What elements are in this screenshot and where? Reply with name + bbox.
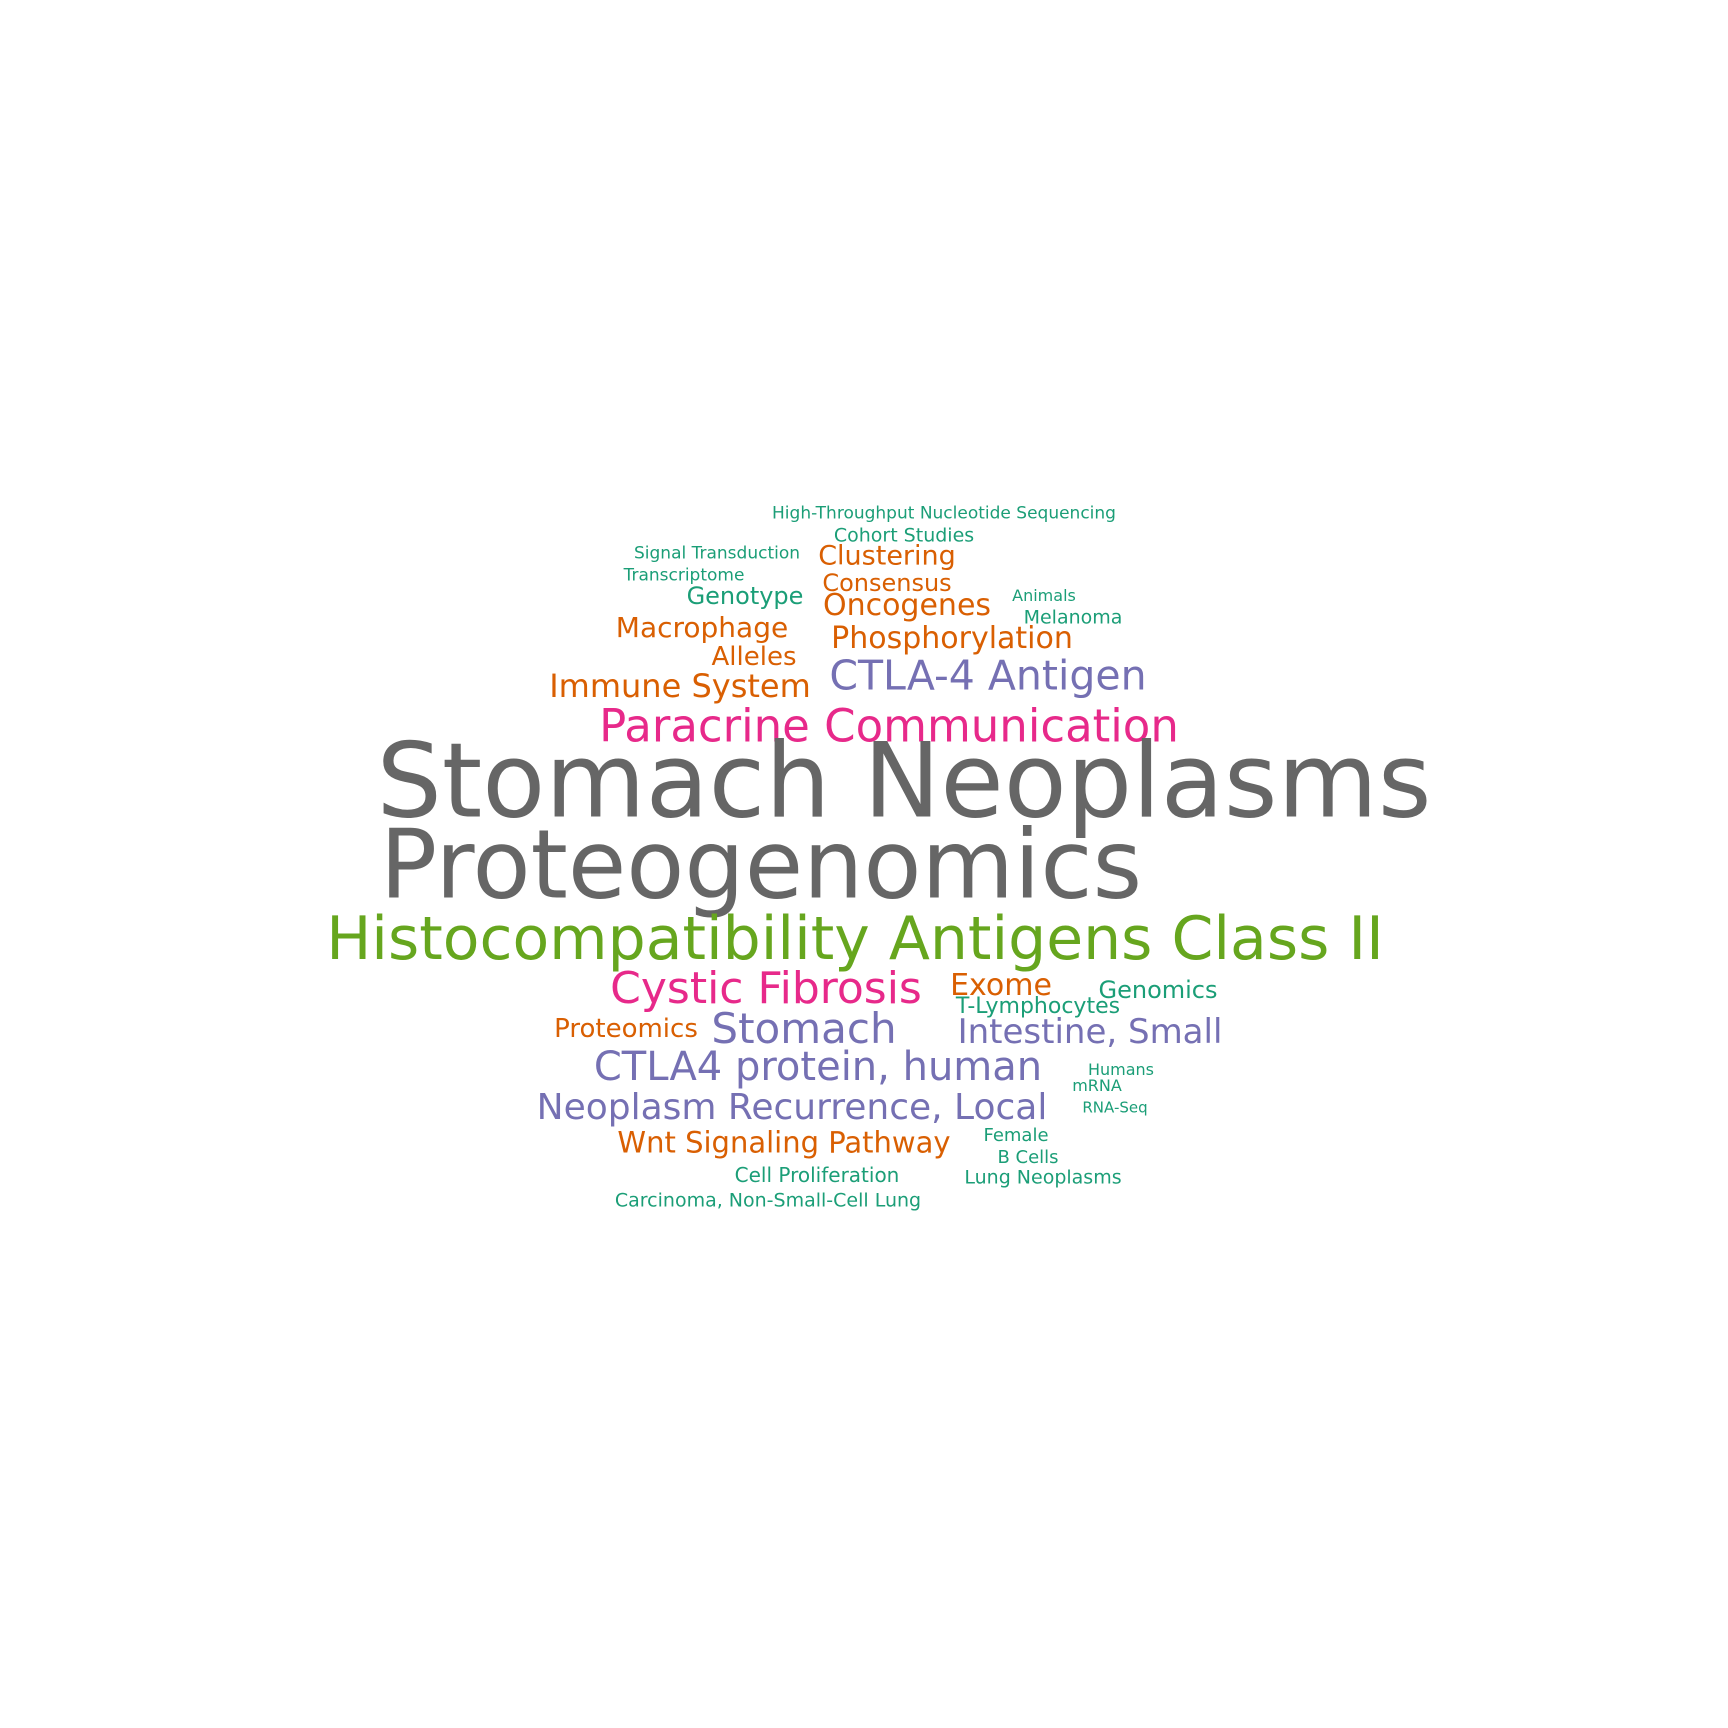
word-high-throughput-nucleotide-sequencing: High-Throughput Nucleotide Sequencing [772, 503, 1116, 524]
word-consensus: Consensus [822, 569, 952, 597]
word-genotype: Genotype [686, 582, 804, 610]
word-neoplasm-recurrence-local: Neoplasm Recurrence, Local [536, 1087, 1048, 1128]
word-genomics: Genomics [1098, 976, 1218, 1004]
word-humans: Humans [1087, 1060, 1155, 1079]
word-ctla-4-antigen: CTLA-4 Antigen [829, 651, 1147, 700]
word-histocompatibility-antigens-class-ii: Histocompatibility Antigens Class II [326, 904, 1384, 974]
word-proteomics: Proteomics [554, 1014, 698, 1044]
word-mrna: mRNA [1072, 1076, 1122, 1095]
word-stomach-neoplasms: Stomach Neoplasms [376, 721, 1432, 842]
word-immune-system: Immune System [549, 667, 811, 705]
word-oncogenes: Oncogenes [822, 588, 992, 623]
word-carcinoma-non-small-cell-lung: Carcinoma, Non-Small-Cell Lung [614, 1189, 922, 1212]
word-female: Female [983, 1125, 1049, 1146]
word-animals: Animals [1012, 586, 1076, 605]
word-macrophage: Macrophage [615, 611, 789, 644]
word-cell-proliferation: Cell Proliferation [734, 1163, 900, 1187]
word-rna-seq: RNA-Seq [1082, 1098, 1148, 1117]
word-lung-neoplasms: Lung Neoplasms [964, 1166, 1122, 1189]
word-cystic-fibrosis: Cystic Fibrosis [610, 963, 922, 1014]
word-phosphorylation: Phosphorylation [831, 621, 1073, 656]
word-cohort-studies: Cohort Studies [833, 524, 975, 547]
word-exome: Exome [950, 968, 1052, 1003]
word-wnt-signaling-pathway: Wnt Signaling Pathway [617, 1125, 951, 1160]
word-b-cells: B Cells [997, 1147, 1059, 1168]
word-stomach: Stomach [711, 1004, 897, 1053]
word-paracrine-communication: Paracrine Communication [599, 699, 1179, 753]
word-clustering: Clustering [818, 540, 956, 572]
word-signal-transduction: Signal Transduction [633, 543, 801, 564]
word-melanoma: Melanoma [1023, 606, 1123, 629]
word-alleles: Alleles [711, 642, 797, 672]
word-t-lymphocytes: T-Lymphocytes [955, 994, 1121, 1019]
word-intestine-small: Intestine, Small [957, 1012, 1223, 1052]
word-ctla4-protein-human: CTLA4 protein, human [593, 1044, 1043, 1090]
word-transcriptome: Transcriptome [623, 565, 745, 586]
word-proteogenomics: Proteogenomics [379, 810, 1143, 921]
